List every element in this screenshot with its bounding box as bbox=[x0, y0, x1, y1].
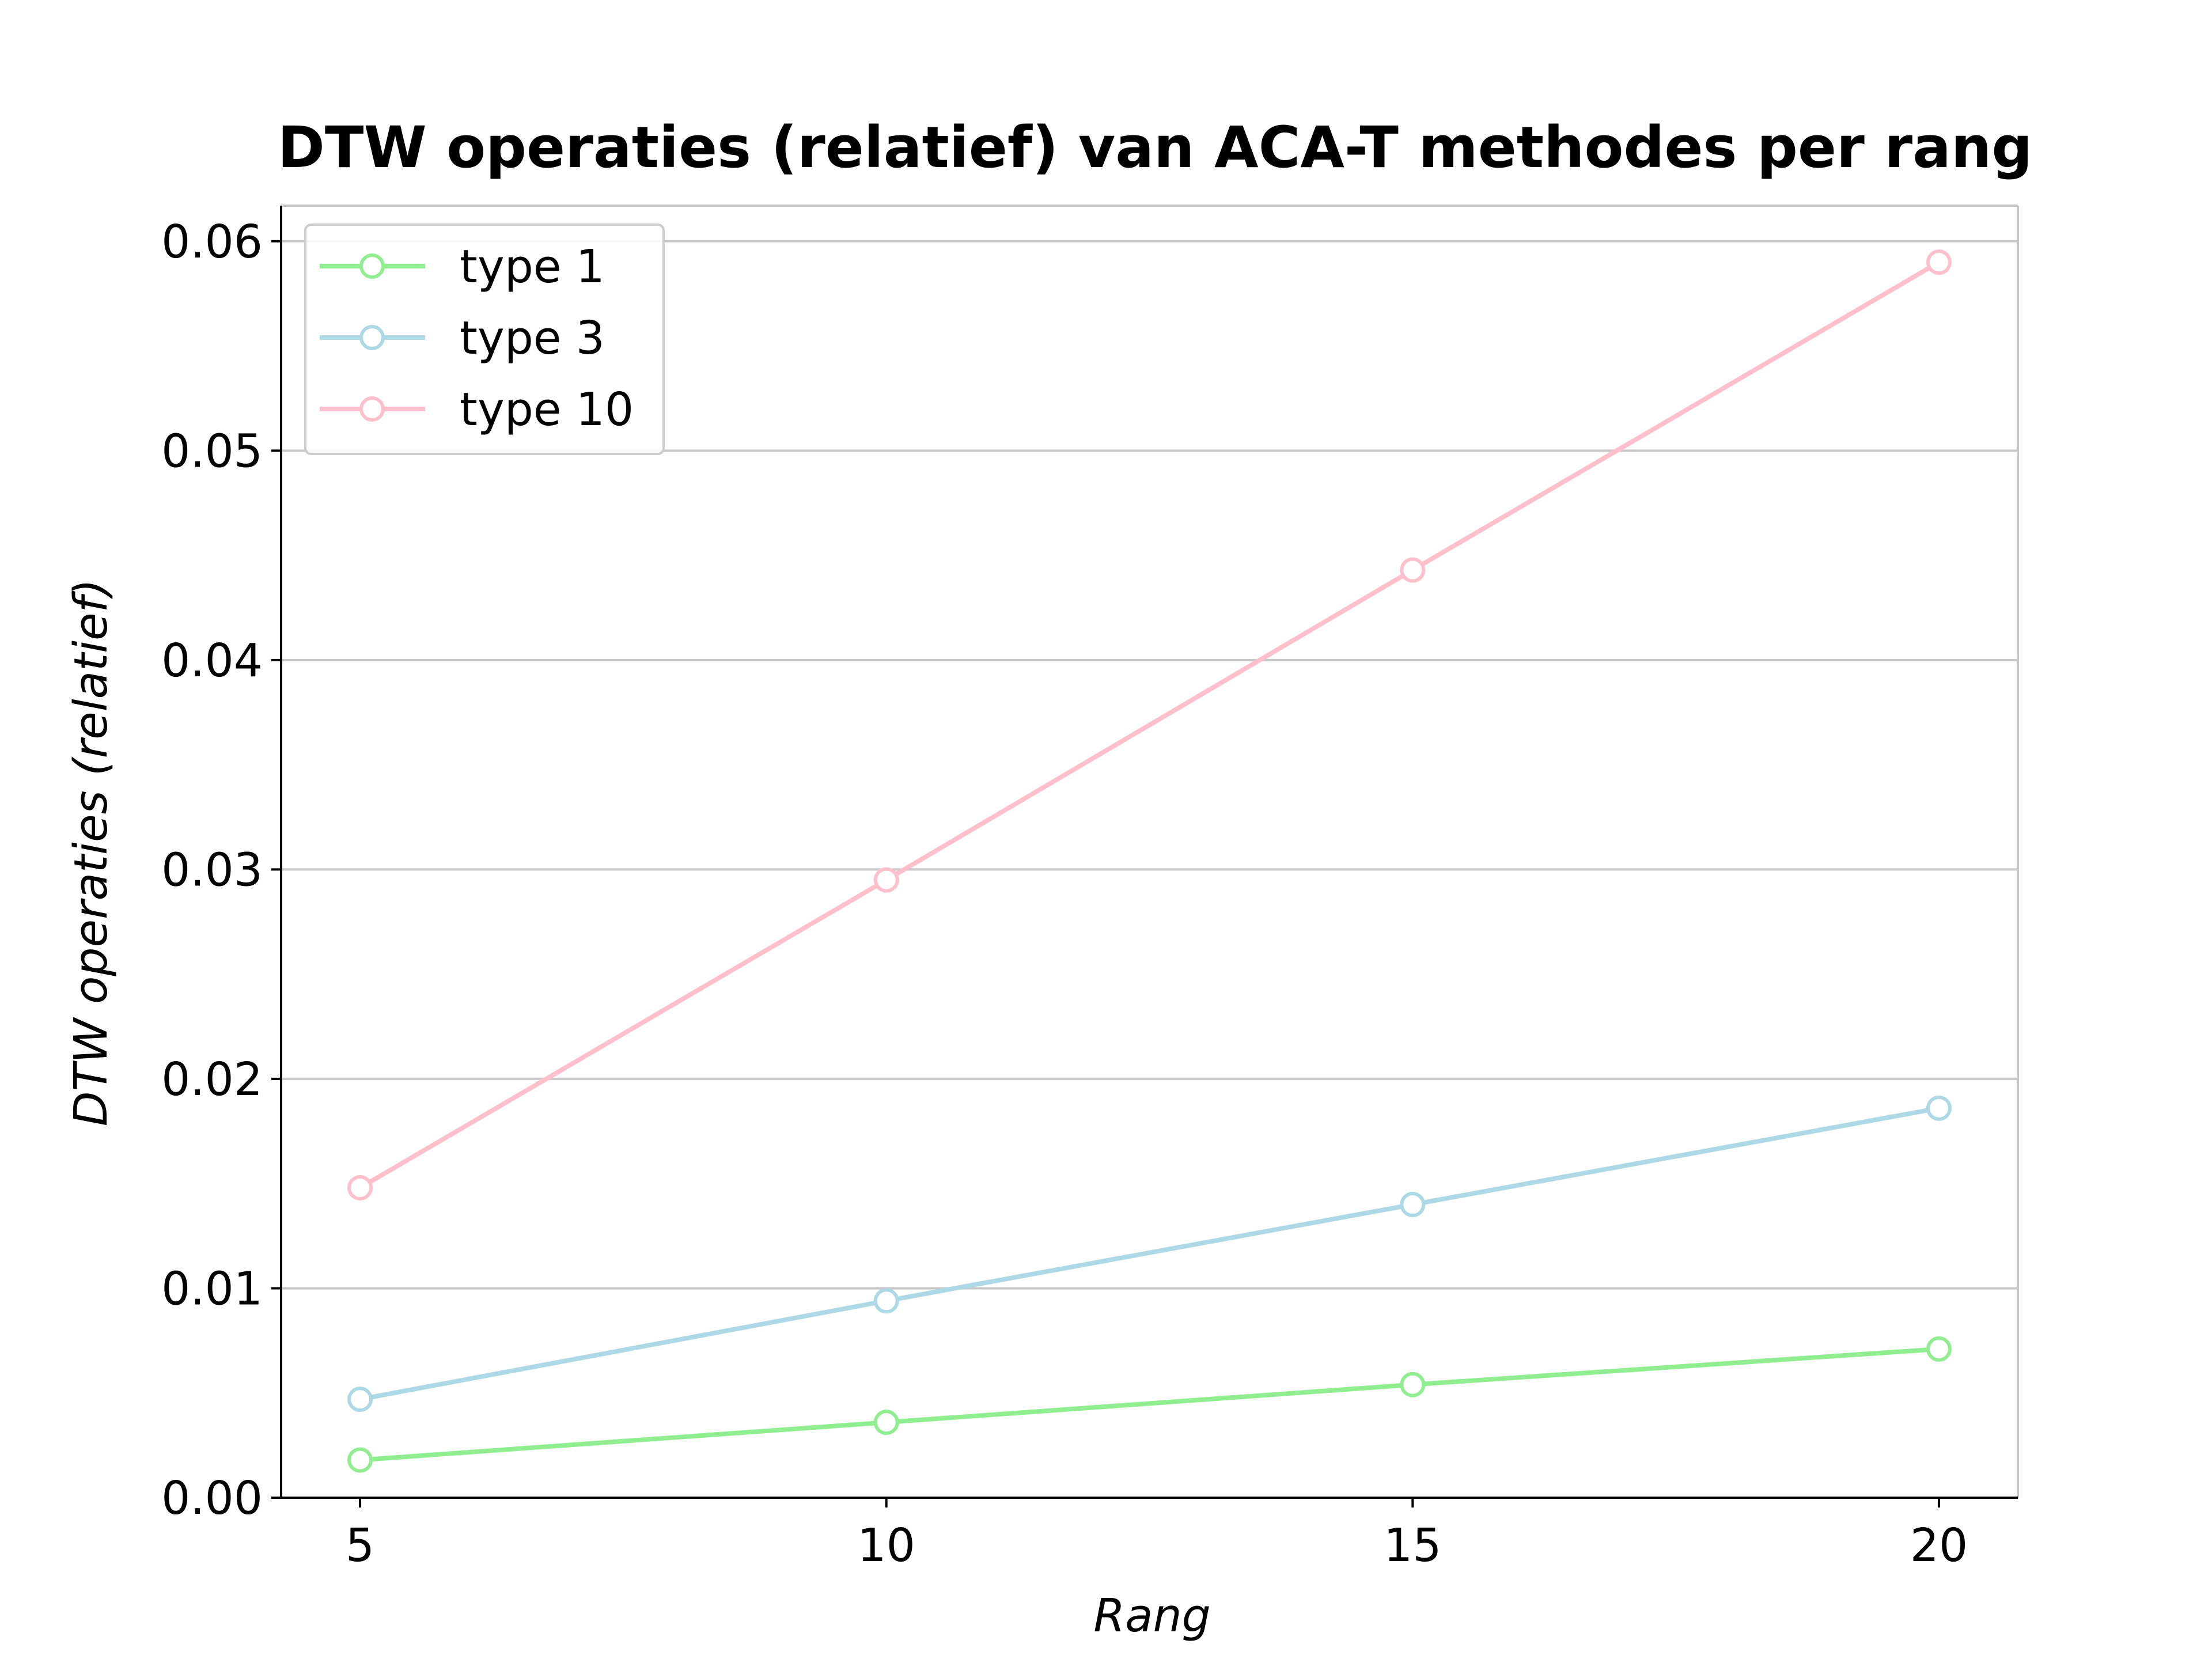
data-point-type-3-0 bbox=[347, 1387, 373, 1412]
x-tick-label-2: 15 bbox=[1384, 1519, 1442, 1572]
legend-label-type-10: type 10 bbox=[460, 383, 634, 436]
data-point-type-1-2 bbox=[1400, 1372, 1426, 1397]
legend-swatch-marker-type-1 bbox=[359, 253, 385, 279]
x-tick-label-3: 20 bbox=[1910, 1519, 1968, 1572]
data-point-type-10-1 bbox=[873, 867, 899, 893]
data-point-type-3-3 bbox=[1926, 1095, 1952, 1121]
y-tick-label-1: 0.01 bbox=[161, 1262, 263, 1315]
legend-box bbox=[304, 224, 665, 455]
y-tick-label-2: 0.02 bbox=[161, 1053, 263, 1106]
x-tick-label-1: 10 bbox=[857, 1519, 915, 1572]
series-layer bbox=[347, 249, 1952, 1473]
legend: type 1 type 3 type 10 bbox=[304, 224, 665, 455]
data-point-type-10-2 bbox=[1400, 557, 1426, 583]
data-point-type-1-3 bbox=[1926, 1336, 1952, 1362]
legend-swatch-marker-type-10 bbox=[359, 396, 385, 422]
y-tick-label-3: 0.03 bbox=[161, 843, 263, 896]
series-line-type-1 bbox=[359, 1346, 1940, 1463]
y-axis-ticks: 0.00 0.01 0.02 0.03 0.04 0.05 0.06 bbox=[161, 215, 281, 1525]
y-axis-label: DTW operaties (relatief) bbox=[65, 579, 118, 1127]
plot-frame bbox=[280, 204, 2019, 1499]
data-point-type-3-1 bbox=[873, 1288, 899, 1314]
legend-label-type-3: type 3 bbox=[460, 312, 605, 365]
series-line-type-10 bbox=[359, 260, 1940, 1190]
legend-swatch-marker-type-3 bbox=[359, 325, 385, 350]
legend-label-type-1: type 1 bbox=[460, 240, 605, 293]
y-tick-label-6: 0.06 bbox=[161, 215, 263, 268]
data-point-type-1-1 bbox=[873, 1410, 899, 1435]
chart-title: DTW operaties (relatief) van ACA-T metho… bbox=[278, 115, 2032, 181]
data-point-type-1-0 bbox=[347, 1447, 373, 1473]
y-tick-label-5: 0.05 bbox=[161, 425, 263, 478]
series-line-type-3 bbox=[359, 1105, 1940, 1402]
data-point-type-3-2 bbox=[1400, 1192, 1426, 1218]
data-point-type-10-3 bbox=[1926, 249, 1952, 275]
y-tick-label-0: 0.00 bbox=[161, 1472, 263, 1525]
x-axis-ticks: 5 10 15 20 bbox=[346, 1498, 1968, 1572]
x-axis-label: Rang bbox=[1093, 1589, 1211, 1642]
y-tick-label-4: 0.04 bbox=[161, 634, 263, 687]
x-tick-label-0: 5 bbox=[346, 1519, 374, 1572]
data-point-type-10-0 bbox=[347, 1175, 373, 1200]
